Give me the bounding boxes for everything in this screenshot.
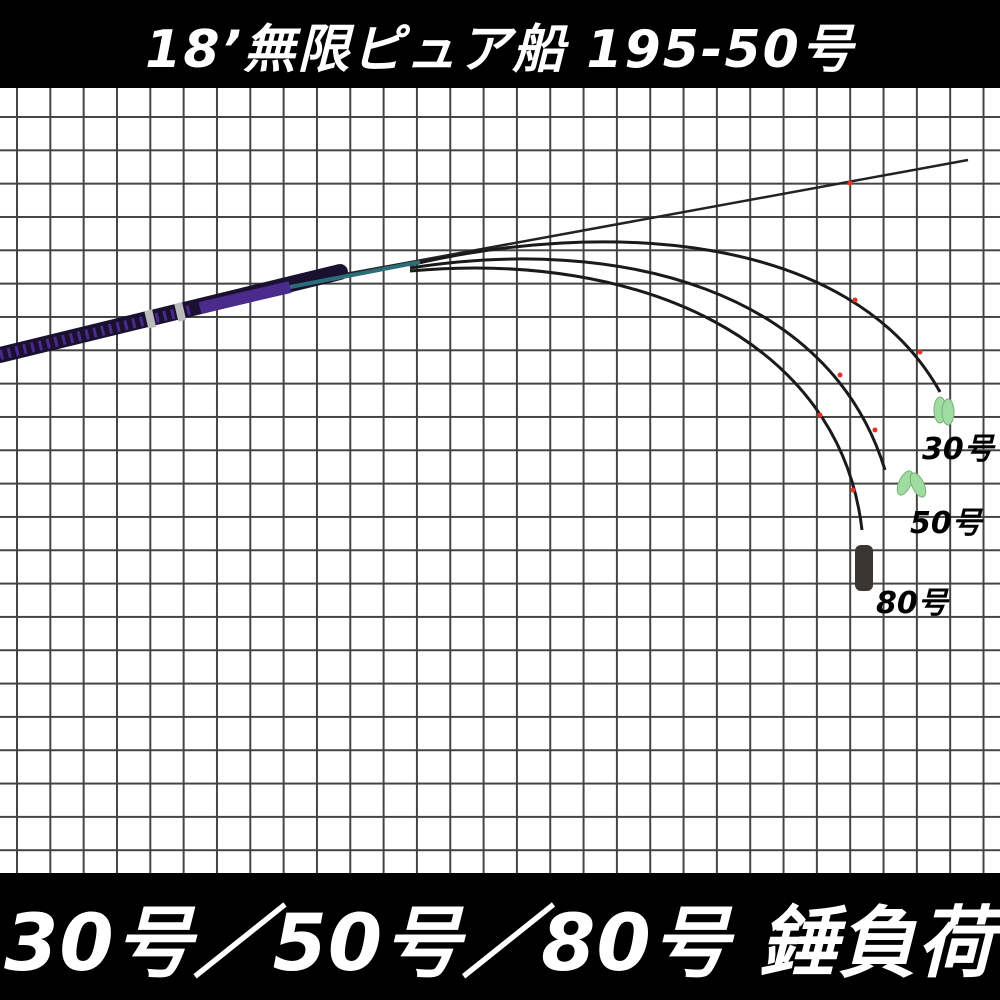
rod-bend-80 [409, 266, 864, 531]
guide-wraps [817, 180, 923, 493]
green-sinker-icon [896, 470, 927, 498]
rod-bend-30 [409, 240, 942, 393]
dark-sinker-icon [855, 545, 873, 591]
load-label-80: 80号 [876, 586, 948, 621]
load-caption: 30号／50号／80号 錘負荷 [4, 898, 996, 989]
rod-bend-50 [409, 257, 887, 471]
grid-background [0, 88, 1000, 873]
load-label-50: 50号 [910, 506, 982, 541]
page-title: 18’無限ピュア船 195-50号 [145, 19, 855, 80]
rod-unloaded [339, 158, 969, 277]
load-label-30: 30号 [922, 432, 994, 467]
green-sinker-icon [933, 396, 955, 426]
title-banner: 18’無限ピュア船 195-50号 [0, 0, 1000, 88]
caption-banner: 30号／50号／80号 錘負荷 [0, 873, 1000, 1000]
